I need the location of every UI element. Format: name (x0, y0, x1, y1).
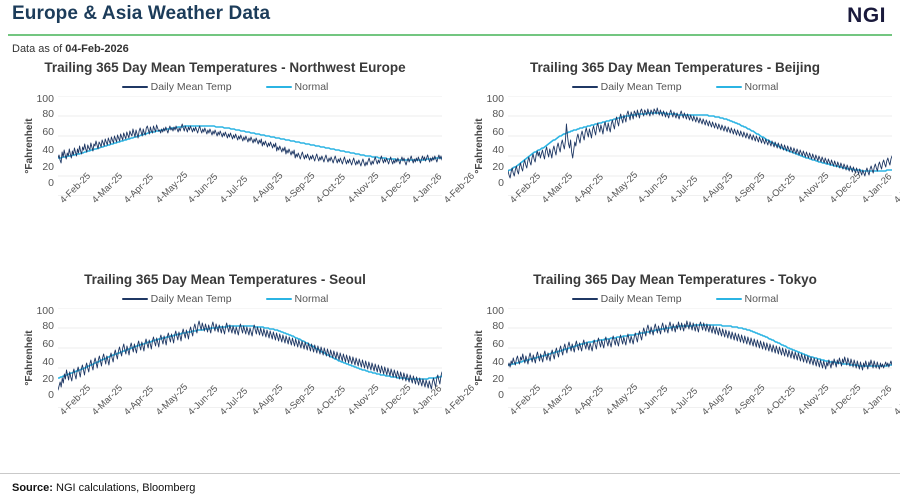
legend-item-normal[interactable]: Normal (265, 80, 329, 93)
y-tick-label: 20 (42, 373, 54, 386)
plot-area-tokyo: °Fahrenheit 100 80 60 40 20 0 (450, 304, 900, 408)
chart-title-beijing: Trailing 365 Day Mean Temperatures - Bei… (529, 60, 821, 75)
chart-title-seoul: Trailing 365 Day Mean Temperatures - Seo… (84, 272, 366, 287)
series-line-daily-mean-temp (58, 124, 442, 166)
plot-canvas (508, 95, 892, 196)
plot-area-northwest-europe: °Fahrenheit 100 80 60 40 20 0 (0, 92, 450, 196)
y-tick-label: 0 (48, 177, 54, 190)
y-axis-ticks: 100 80 60 40 20 0 (14, 92, 54, 196)
chart-legend-northwest-europe: Daily Mean Temp Normal (0, 81, 450, 93)
y-tick-label: 80 (492, 107, 504, 120)
y-tick-label: 0 (498, 389, 504, 402)
gridlines (508, 307, 892, 408)
footer-divider (0, 473, 900, 474)
plot-canvas (58, 307, 442, 408)
page-title: Europe & Asia Weather Data (12, 3, 271, 24)
y-tick-label: 80 (42, 107, 54, 120)
legend-item-daily-mean-temp[interactable]: Daily Mean Temp (571, 292, 682, 305)
y-tick-label: 80 (492, 319, 504, 332)
series-line-daily-mean-temp (508, 108, 892, 178)
series-line-daily-mean-temp (508, 321, 892, 370)
y-tick-label: 40 (42, 143, 54, 156)
legend-label: Normal (744, 80, 779, 93)
legend-label: Daily Mean Temp (600, 80, 682, 93)
series-line-normal (508, 113, 892, 171)
chart-title-northwest-europe: Trailing 365 Day Mean Temperatures - Nor… (44, 60, 406, 75)
legend-label: Normal (294, 80, 329, 93)
legend-swatch-icon (571, 297, 598, 301)
y-tick-label: 20 (492, 161, 504, 174)
y-tick-label: 80 (42, 319, 54, 332)
series-line-daily-mean-temp (58, 321, 442, 390)
x-axis-beijing: 4-Feb-25 4-Mar-25 4-Apr-25 4-May-25 4-Jun-25… (508, 170, 900, 258)
gridlines (508, 95, 892, 196)
y-tick-label: 100 (486, 92, 504, 105)
y-tick-label: 60 (42, 337, 54, 350)
y-axis-ticks: 100 80 60 40 20 0 (464, 92, 504, 196)
chart-legend-seoul: Daily Mean Temp Normal (0, 293, 450, 305)
legend-item-daily-mean-temp[interactable]: Daily Mean Temp (121, 292, 232, 305)
x-axis-tokyo: 4-Feb-25 4-Mar-25 4-Apr-25 4-May-25 4-Jun-25… (508, 382, 900, 470)
legend-item-daily-mean-temp[interactable]: Daily Mean Temp (121, 80, 232, 93)
ngi-logo: NGI (847, 4, 886, 27)
plot-canvas (508, 307, 892, 408)
y-tick-label: 0 (48, 389, 54, 402)
header-accent-rule (8, 34, 892, 36)
x-axis-seoul: 4-Feb-25 4-Mar-25 4-Apr-25 4-May-25 4-Jun-25… (58, 382, 477, 470)
chart-panel-beijing: Trailing 365 Day Mean Temperatures - Bei… (450, 58, 900, 270)
y-tick-label: 100 (36, 92, 54, 105)
y-axis-ticks: 100 80 60 40 20 0 (464, 304, 504, 408)
source-text: NGI calculations, Bloomberg (56, 482, 196, 494)
plot-area-seoul: °Fahrenheit 100 80 60 40 20 0 (0, 304, 450, 408)
y-axis-ticks: 100 80 60 40 20 0 (14, 304, 54, 408)
legend-label: Daily Mean Temp (150, 292, 232, 305)
x-axis-northwest-europe: 4-Feb-25 4-Mar-25 4-Apr-25 4-May-25 4-Jun-25… (58, 170, 477, 258)
y-tick-label: 20 (492, 373, 504, 386)
legend-swatch-icon (571, 85, 598, 89)
legend-swatch-icon (121, 85, 148, 89)
legend-swatch-icon (265, 297, 292, 301)
legend-label: Normal (744, 292, 779, 305)
y-tick-label: 20 (42, 161, 54, 174)
plot-area-beijing: °Fahrenheit 100 80 60 40 20 0 (450, 92, 900, 196)
source-note: Source: NGI calculations, Bloomberg (12, 482, 195, 494)
source-label: Source: (12, 482, 53, 494)
legend-label: Normal (294, 292, 329, 305)
legend-swatch-icon (715, 85, 742, 89)
legend-swatch-icon (715, 297, 742, 301)
legend-item-normal[interactable]: Normal (715, 80, 779, 93)
chart-panel-northwest-europe: Trailing 365 Day Mean Temperatures - Nor… (0, 58, 477, 270)
gridlines (58, 95, 442, 196)
y-tick-label: 60 (492, 337, 504, 350)
plot-canvas (58, 95, 442, 196)
legend-item-daily-mean-temp[interactable]: Daily Mean Temp (571, 80, 682, 93)
chart-panel-tokyo: Trailing 365 Day Mean Temperatures - Tok… (450, 270, 900, 470)
y-tick-label: 100 (36, 304, 54, 317)
as-of-date: 04-Feb-2026 (65, 43, 129, 55)
data-as-of: Data as of 04-Feb-2026 (12, 43, 129, 55)
page-header: Europe & Asia Weather Data NGI (0, 0, 900, 33)
y-tick-label: 40 (492, 355, 504, 368)
legend-item-normal[interactable]: Normal (265, 292, 329, 305)
y-tick-label: 0 (498, 177, 504, 190)
legend-swatch-icon (121, 297, 148, 301)
chart-legend-beijing: Daily Mean Temp Normal (450, 81, 900, 93)
legend-swatch-icon (265, 85, 292, 89)
legend-label: Daily Mean Temp (150, 80, 232, 93)
series-line-normal (58, 126, 442, 160)
y-tick-label: 60 (42, 125, 54, 138)
y-tick-label: 40 (492, 143, 504, 156)
charts-grid: Trailing 365 Day Mean Temperatures - Nor… (0, 58, 900, 470)
chart-panel-seoul: Trailing 365 Day Mean Temperatures - Seo… (0, 270, 477, 470)
y-tick-label: 40 (42, 355, 54, 368)
chart-title-tokyo: Trailing 365 Day Mean Temperatures - Tok… (533, 272, 817, 287)
y-tick-label: 60 (492, 125, 504, 138)
y-tick-label: 100 (486, 304, 504, 317)
legend-label: Daily Mean Temp (600, 292, 682, 305)
as-of-label: Data as of (12, 43, 63, 55)
chart-legend-tokyo: Daily Mean Temp Normal (450, 293, 900, 305)
legend-item-normal[interactable]: Normal (715, 292, 779, 305)
